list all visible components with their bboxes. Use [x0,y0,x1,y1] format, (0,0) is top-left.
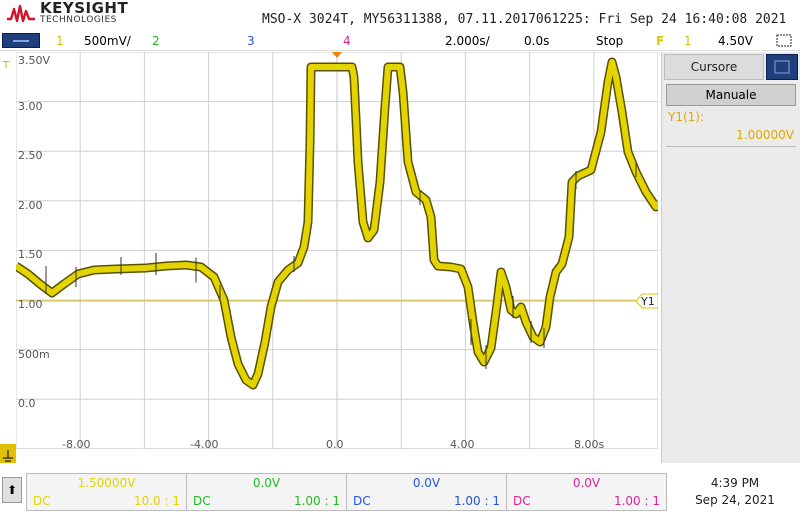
x-axis-label: -8.00 [62,438,91,451]
keysight-logo: KEYSIGHT TECHNOLOGIES [6,0,129,26]
timebase-scale[interactable]: 2.000s/ [445,34,490,48]
x-axis-label: 8.00s [574,438,605,451]
trigger-source[interactable]: 1 [684,34,692,48]
y-axis-label: 1.50 [18,248,43,262]
channel-probe-ratio: 1.00 : 1 [293,494,340,508]
y1-cursor-label: Y1 [640,295,655,308]
channel-offset: 0.0V [412,476,441,490]
y-axis-label: 0.0 [18,397,36,411]
clock: 4:39 PM Sep 24, 2021 [680,475,790,509]
channel-offset: 0.0V [572,476,601,490]
channel-1-box[interactable]: 1.50000V DC 10.0 : 1 [26,473,187,511]
channel-probe-ratio: 1.00 : 1 [453,494,500,508]
clock-time: 4:39 PM [710,476,760,490]
channel-offset: 1.50000V [77,476,136,490]
header-bar: KEYSIGHT TECHNOLOGIES MSO-X 3024T, MY563… [0,0,800,32]
keysight-wave-icon [7,4,35,23]
graticule: Y1 [16,52,658,449]
trigger-level-marker[interactable]: T [0,58,16,78]
ch1-trace [16,59,658,388]
cursor-mode-button[interactable]: Manuale [666,84,796,106]
clock-date: Sep 24, 2021 [695,493,775,507]
y-axis-label: 1.00 [18,298,43,311]
ch1-indicator[interactable]: 1 [56,34,64,48]
channel-coupling: DC [33,494,51,508]
device-info: MSO-X 3024T, MY56311388, 07.11.201706122… [262,12,787,27]
trigger-level[interactable]: 4.50V [718,34,753,48]
main-menu-button[interactable] [2,33,40,48]
channel-probe-ratio: 10.0 : 1 [133,494,180,508]
svg-text:T: T [2,60,10,71]
y1-cursor-tag[interactable] [635,293,658,309]
time-delay[interactable]: 0.0s [524,34,550,48]
ch3-indicator[interactable]: 3 [247,34,255,48]
y1-label: Y1(1): [668,110,705,124]
y1-value[interactable]: 1.00000V [736,128,794,142]
ch1-scale[interactable]: 500mV/ [84,34,131,48]
y-axis-label: 2.00 [18,198,43,212]
channel-probe-ratio: 1.00 : 1 [613,494,660,508]
channel-2-box[interactable]: 0.0V DC 1.00 : 1 [186,473,347,511]
x-axis-label: 4.00 [450,438,475,451]
brand-subtitle: TECHNOLOGIES [40,15,117,25]
channel-3-box[interactable]: 0.0V DC 1.00 : 1 [346,473,507,511]
run-state[interactable]: Stop [596,34,624,48]
x-axis-label: 0.0 [326,438,344,451]
y-axis-label: 2.50 [18,149,43,163]
trigger-position-marker[interactable] [332,52,342,58]
trigger-edge-icon: F [656,34,665,48]
brand-name: KEYSIGHT [40,0,129,17]
divider [666,146,796,147]
x-axis-label: -4.00 [190,438,219,451]
channel-coupling: DC [193,494,211,508]
waveform-display[interactable]: T Y1 3.50V 3.00 2.50 2.00 1.50 1.00 500m 0.0 -8… [0,52,660,472]
y-axis-label: 3.50V [18,54,51,67]
channel-coupling: DC [353,494,371,508]
y-axis-label: 500m [18,347,50,361]
up-arrow-icon[interactable]: ⬆ [2,477,22,503]
ch2-indicator[interactable]: 2 [152,34,160,48]
channel-status-bar: 1 500mV/ 2 3 4 2.000s/ 0.0s Stop F 1 4.5… [0,32,800,51]
channel-offset: 0.0V [252,476,281,490]
y-axis-label: 3.00 [18,99,43,113]
footer-bar: ⬆ 1.50000V DC 10.0 : 1 0.0V DC 1.00 : 1 0.0V DC… [0,463,800,512]
channel-coupling: DC [513,494,531,508]
plot-area[interactable]: Y1 [16,52,658,449]
tab-cursors[interactable]: Cursore [664,54,764,80]
channel-4-box[interactable]: 0.0V DC 1.00 : 1 [506,473,667,511]
screenshot-icon[interactable] [776,34,794,48]
tab-secondary[interactable] [766,54,798,80]
cursor-side-panel: Cursore Manuale Y1(1): 1.00000V [661,52,800,463]
ch4-indicator[interactable]: 4 [343,34,351,48]
